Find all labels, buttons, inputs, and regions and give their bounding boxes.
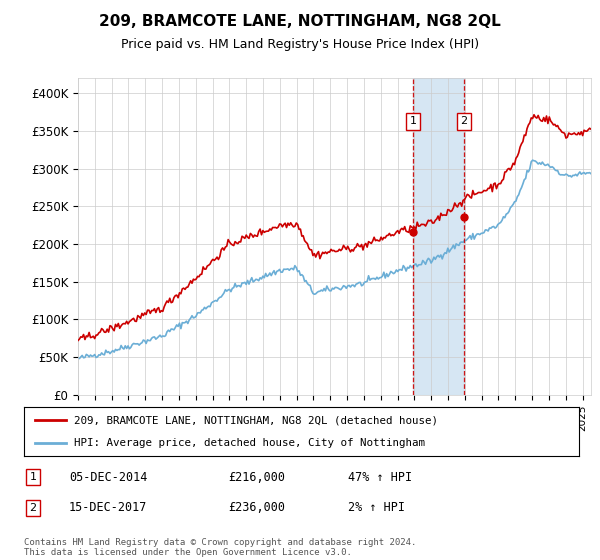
- Text: 15-DEC-2017: 15-DEC-2017: [69, 501, 148, 515]
- Text: £236,000: £236,000: [228, 501, 285, 515]
- Text: 2% ↑ HPI: 2% ↑ HPI: [348, 501, 405, 515]
- Text: 1: 1: [410, 116, 416, 127]
- Text: 2: 2: [29, 503, 37, 513]
- Text: HPI: Average price, detached house, City of Nottingham: HPI: Average price, detached house, City…: [74, 438, 425, 448]
- Text: 47% ↑ HPI: 47% ↑ HPI: [348, 470, 412, 484]
- Text: 2: 2: [461, 116, 468, 127]
- Bar: [413, 78, 464, 395]
- Text: 05-DEC-2014: 05-DEC-2014: [69, 470, 148, 484]
- Text: Price paid vs. HM Land Registry's House Price Index (HPI): Price paid vs. HM Land Registry's House …: [121, 38, 479, 51]
- Text: 1: 1: [29, 472, 37, 482]
- Text: 209, BRAMCOTE LANE, NOTTINGHAM, NG8 2QL: 209, BRAMCOTE LANE, NOTTINGHAM, NG8 2QL: [99, 14, 501, 29]
- Text: £216,000: £216,000: [228, 470, 285, 484]
- Text: Contains HM Land Registry data © Crown copyright and database right 2024.
This d: Contains HM Land Registry data © Crown c…: [24, 538, 416, 557]
- Text: 209, BRAMCOTE LANE, NOTTINGHAM, NG8 2QL (detached house): 209, BRAMCOTE LANE, NOTTINGHAM, NG8 2QL …: [74, 416, 438, 426]
